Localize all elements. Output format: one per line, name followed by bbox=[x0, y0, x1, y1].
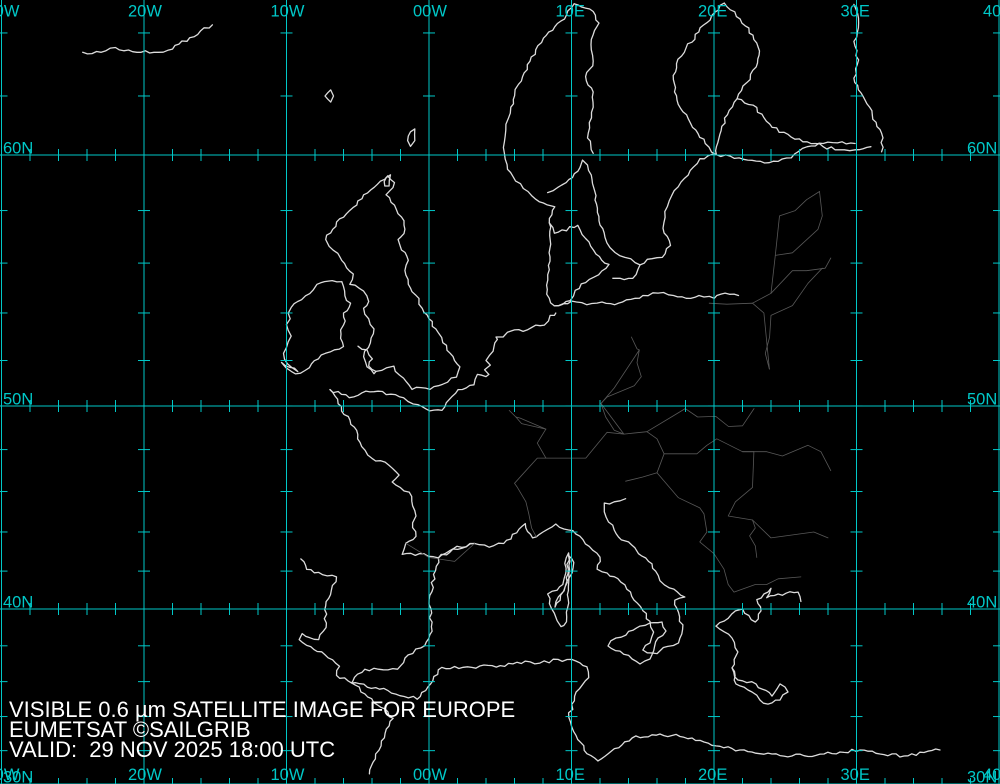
svg-text:40E: 40E bbox=[983, 3, 1000, 21]
svg-text:60N: 60N bbox=[967, 140, 997, 158]
svg-text:10W: 10W bbox=[271, 766, 305, 784]
svg-text:50N: 50N bbox=[967, 391, 997, 409]
svg-text:10E: 10E bbox=[556, 766, 585, 784]
svg-text:30E: 30E bbox=[841, 766, 870, 784]
svg-text:40N: 40N bbox=[967, 594, 997, 612]
svg-text:40N: 40N bbox=[3, 594, 33, 612]
svg-text:20W: 20W bbox=[128, 3, 162, 21]
svg-text:20E: 20E bbox=[698, 766, 727, 784]
svg-text:30W: 30W bbox=[0, 3, 20, 21]
svg-text:00W: 00W bbox=[413, 3, 447, 21]
svg-text:50N: 50N bbox=[3, 391, 33, 409]
svg-text:20W: 20W bbox=[128, 766, 162, 784]
svg-text:30N: 30N bbox=[3, 769, 33, 784]
svg-text:30N: 30N bbox=[967, 769, 997, 784]
svg-text:60N: 60N bbox=[3, 140, 33, 158]
svg-text:20E: 20E bbox=[698, 3, 727, 21]
svg-text:30E: 30E bbox=[841, 3, 870, 21]
svg-text:10E: 10E bbox=[556, 3, 585, 21]
svg-text:00W: 00W bbox=[413, 766, 447, 784]
svg-text:10W: 10W bbox=[271, 3, 305, 21]
